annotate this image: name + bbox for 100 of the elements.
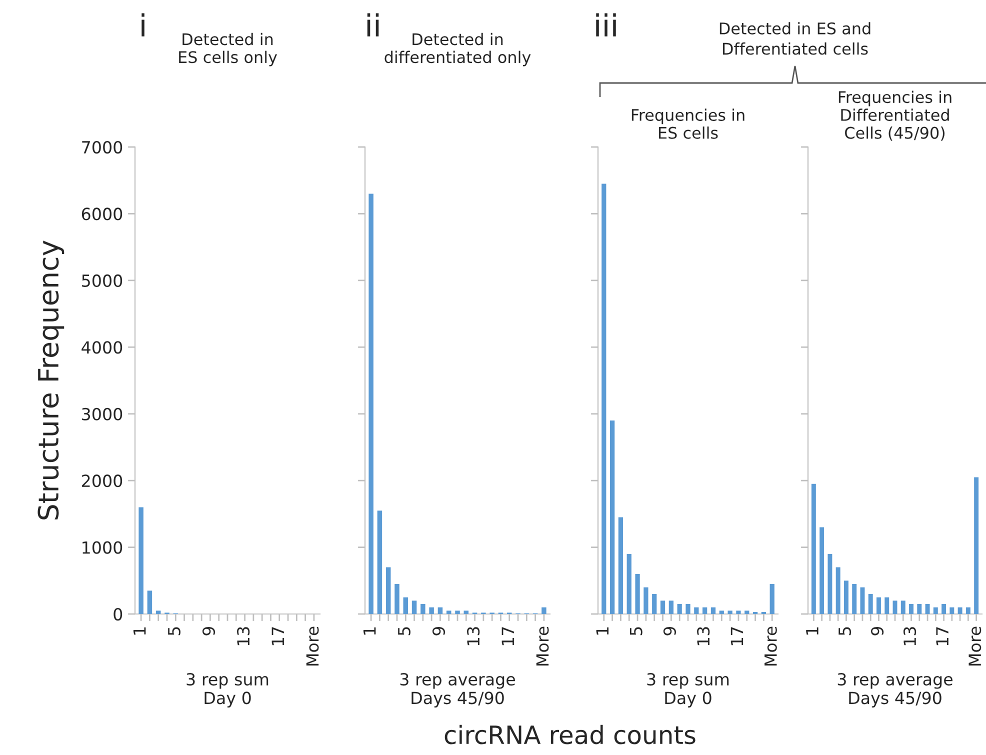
bar <box>464 610 469 614</box>
x-tick-label: More <box>536 626 549 666</box>
x-tick-label: 13 <box>237 627 250 646</box>
bar <box>660 600 666 614</box>
x-tick-label: 5 <box>838 627 852 636</box>
bar <box>710 607 716 614</box>
chart-title: Detected in differentiated only <box>384 32 531 66</box>
bar <box>368 194 374 614</box>
bar <box>820 527 824 614</box>
bar <box>626 554 632 614</box>
x-tick-label: 13 <box>467 627 480 646</box>
y-tick-label: 3000 <box>82 408 122 420</box>
chart-title: Frequencies in ES cells <box>632 108 744 139</box>
bar <box>677 604 682 614</box>
bar <box>377 510 382 614</box>
bar <box>744 610 750 614</box>
bar <box>860 587 865 614</box>
x-tick-label: More <box>968 626 982 666</box>
bar <box>438 607 443 614</box>
bar <box>719 610 724 614</box>
y-tick-label: 6000 <box>82 208 122 220</box>
text: ii <box>367 13 379 36</box>
y-tick-label: 0 <box>114 608 122 621</box>
bar <box>876 597 881 614</box>
y-tick-label: 4000 <box>82 341 122 354</box>
bar <box>644 587 648 614</box>
x-tick-label: 5 <box>630 627 642 636</box>
bar <box>147 590 152 614</box>
bar <box>429 607 434 614</box>
x-tick-label: 9 <box>663 626 676 636</box>
bar <box>728 610 732 614</box>
x-tick-label: 5 <box>398 627 410 636</box>
bar <box>884 597 890 614</box>
bar <box>618 517 624 614</box>
x-tick-label: 1 <box>596 627 608 635</box>
bar <box>702 607 708 614</box>
bar <box>652 594 657 614</box>
bar <box>966 607 970 614</box>
bar <box>686 604 690 614</box>
bar <box>610 420 615 614</box>
x-tick-label: 1 <box>364 627 376 635</box>
chart-title: Frequencies in Differentiated Cells (45/90) <box>838 90 952 141</box>
y-tick-label: 7000 <box>82 140 122 154</box>
bar <box>635 574 640 614</box>
bar <box>811 484 816 614</box>
x-tick-label: 17 <box>502 627 514 646</box>
x-axis-title: 3 rep average Days 45/90 <box>838 672 952 708</box>
bar <box>925 604 930 614</box>
bar <box>892 600 898 614</box>
bar <box>412 600 417 614</box>
y-tick-label: 1000 <box>82 541 122 554</box>
x-tick-label: 5 <box>168 627 180 636</box>
bar <box>138 507 144 614</box>
x-tick-label: More <box>306 626 319 666</box>
bar <box>602 184 606 614</box>
bar <box>542 607 546 614</box>
bar <box>694 607 699 614</box>
text: iii <box>596 13 616 36</box>
x-tick-label: 1 <box>806 627 818 635</box>
bar <box>836 567 840 614</box>
x-tick-label: 17 <box>730 627 744 646</box>
bar <box>958 607 962 614</box>
bar <box>828 554 832 614</box>
y-tick-label: 2000 <box>82 474 122 488</box>
bar <box>844 580 848 614</box>
bar <box>668 600 674 614</box>
bar <box>736 610 741 614</box>
x-tick-label: 9 <box>870 626 884 636</box>
text: circRNA read counts <box>444 724 696 744</box>
x-tick-label: 13 <box>903 627 916 646</box>
bar <box>770 584 774 614</box>
x-tick-label: 17 <box>936 627 948 646</box>
x-tick-label: 1 <box>134 627 146 635</box>
x-axis-title: 3 rep average Days 45/90 <box>400 672 515 708</box>
bar <box>900 600 906 614</box>
bar <box>386 567 391 614</box>
bar <box>950 607 954 614</box>
text: i <box>142 13 144 36</box>
bar <box>852 584 857 614</box>
chart-title: Detected in ES cells only <box>179 32 278 66</box>
x-axis-title: 3 rep sum Day 0 <box>647 672 729 708</box>
bar <box>446 610 452 614</box>
bar <box>156 610 161 614</box>
bar <box>942 604 946 614</box>
x-tick-label: 9 <box>202 626 216 636</box>
x-tick-label: 17 <box>272 627 284 646</box>
x-axis-title: 3 rep sum Day 0 <box>186 672 268 708</box>
x-tick-label: 13 <box>697 627 710 646</box>
text: Detected in ES and Dfferentiated cells <box>720 22 870 55</box>
bar <box>933 607 938 614</box>
y-tick-label: 5000 <box>82 274 122 287</box>
bar <box>909 604 914 614</box>
bar <box>403 597 408 614</box>
bar <box>868 594 873 614</box>
bar <box>974 477 979 614</box>
y-axis-title: Structure Frequency <box>38 240 64 520</box>
x-tick-label: 9 <box>432 626 446 636</box>
bar <box>420 604 426 614</box>
bar <box>455 610 460 614</box>
bar <box>917 604 922 614</box>
